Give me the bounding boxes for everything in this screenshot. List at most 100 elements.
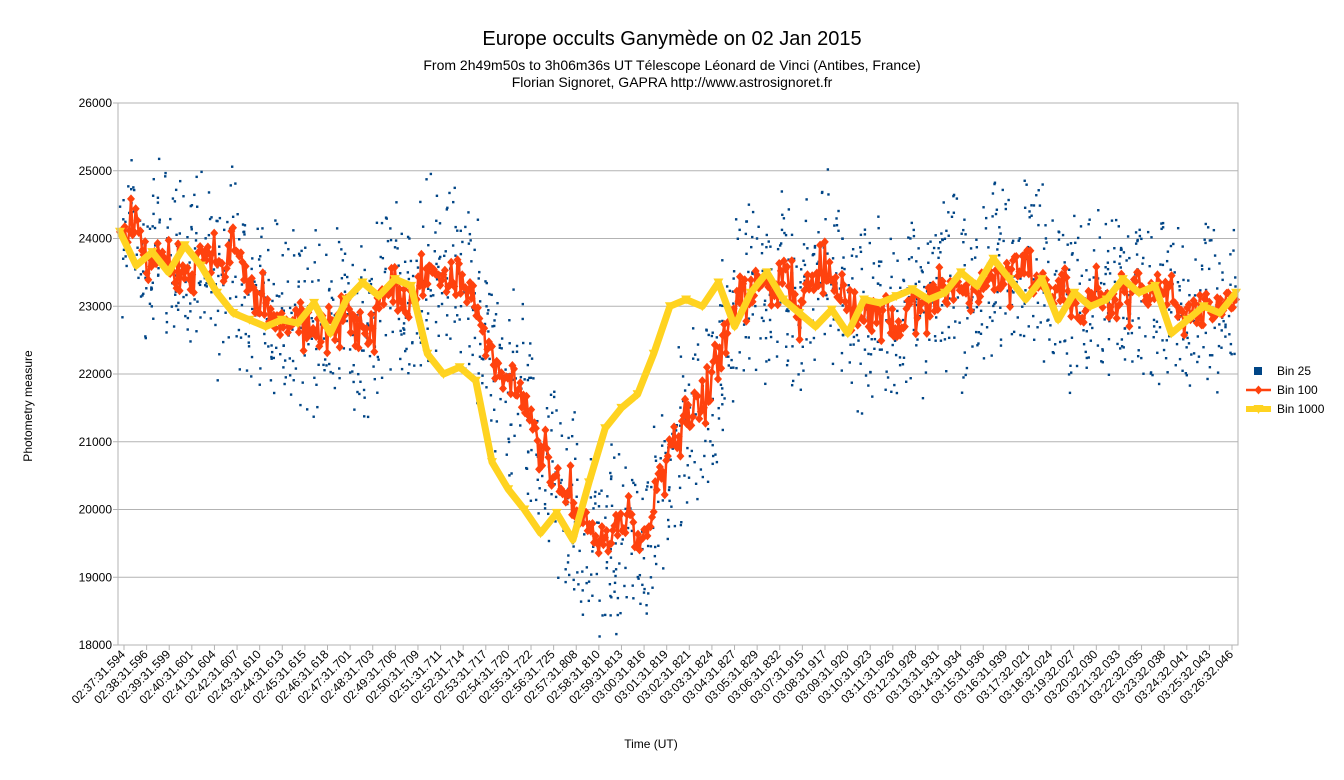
bin-25-point bbox=[151, 225, 154, 228]
bin-25-point bbox=[769, 335, 773, 339]
bin-25-point bbox=[145, 287, 148, 290]
bin-25-point bbox=[560, 434, 564, 437]
bin-25-point bbox=[421, 225, 425, 228]
bin-25-point bbox=[1216, 371, 1220, 374]
bin-100-marker bbox=[467, 293, 476, 303]
bin-25-point bbox=[764, 308, 768, 312]
bin-25-point bbox=[953, 336, 956, 339]
bin-25-point bbox=[1063, 339, 1067, 342]
bin-25-point bbox=[567, 436, 570, 440]
bin-25-point bbox=[901, 363, 905, 366]
bin-100-marker bbox=[925, 311, 934, 321]
bin-100-marker bbox=[1184, 300, 1193, 310]
bin-100-marker bbox=[1054, 276, 1063, 286]
bin-25-point bbox=[965, 366, 969, 370]
bin-25-point bbox=[952, 211, 956, 214]
bin-1000-marker bbox=[1020, 295, 1031, 305]
bin-25-point bbox=[508, 474, 511, 477]
bin-25-point bbox=[999, 306, 1002, 309]
bin-25-point bbox=[781, 213, 784, 217]
bin-25-point bbox=[1229, 351, 1232, 355]
bin-25-point bbox=[291, 328, 294, 331]
bin-25-point bbox=[1158, 326, 1162, 329]
bin-25-point bbox=[479, 342, 482, 346]
bin-25-point bbox=[714, 453, 717, 456]
bin-25-point bbox=[303, 354, 306, 357]
bin-25-point bbox=[1016, 316, 1019, 319]
bin-25-point bbox=[620, 542, 623, 545]
bin-25-point bbox=[389, 227, 392, 230]
bin-25-point bbox=[1233, 352, 1236, 356]
bin-100-marker bbox=[819, 288, 828, 298]
bin-25-point bbox=[218, 245, 221, 248]
bin-25-point bbox=[589, 496, 593, 499]
bin-25-point bbox=[960, 391, 964, 394]
bin-25-point bbox=[754, 368, 758, 372]
bin-25-point bbox=[440, 302, 444, 306]
bin-25-point bbox=[396, 247, 399, 250]
bin-25-point bbox=[597, 521, 600, 524]
bin-100-marker bbox=[141, 237, 150, 247]
bin-25-point bbox=[496, 301, 499, 305]
bin-25-point bbox=[530, 357, 534, 360]
bin-25-point bbox=[594, 502, 597, 505]
bin-25-point bbox=[691, 327, 695, 330]
bin-25-point bbox=[757, 225, 760, 229]
bin-100-marker bbox=[389, 297, 398, 307]
bin-25-point bbox=[480, 357, 483, 360]
bin-25-point bbox=[931, 251, 934, 255]
bin-25-point bbox=[1074, 241, 1077, 245]
bin-25-point bbox=[680, 521, 683, 524]
bin-100-marker bbox=[561, 497, 570, 507]
bin-1000-marker bbox=[1085, 302, 1096, 312]
bin-25-point bbox=[275, 222, 279, 226]
bin-25-point bbox=[1136, 238, 1139, 242]
bin-25-point bbox=[835, 217, 838, 220]
bin-100-marker bbox=[316, 337, 325, 347]
bin-25-point bbox=[993, 302, 996, 306]
bin-25-point bbox=[322, 363, 325, 367]
bin-25-point bbox=[1018, 237, 1021, 240]
bin-25-point bbox=[826, 252, 829, 255]
bin-25-point bbox=[596, 521, 599, 524]
bin-25-point bbox=[550, 429, 553, 432]
bin-25-point bbox=[851, 277, 854, 280]
bin-100-marker bbox=[717, 363, 726, 373]
bin-25-point bbox=[500, 337, 504, 340]
y-tick-label: 24000 bbox=[79, 232, 113, 246]
bin-25-point bbox=[780, 228, 784, 232]
bin-100-marker bbox=[362, 324, 371, 333]
bin-25-point bbox=[1155, 330, 1158, 334]
bin-25-point bbox=[379, 255, 382, 259]
bin-25-point bbox=[227, 336, 230, 339]
bin-25-point bbox=[799, 268, 803, 271]
bin-25-point bbox=[127, 185, 130, 188]
bin-25-point bbox=[963, 218, 966, 221]
bin-100-marker bbox=[456, 288, 465, 298]
bin-100-marker bbox=[784, 281, 793, 291]
bin-25-point bbox=[1037, 189, 1040, 192]
bin-25-point bbox=[293, 303, 297, 306]
bin-25-point bbox=[380, 221, 384, 225]
bin-25-point bbox=[598, 599, 601, 602]
bin-1000-marker bbox=[390, 275, 400, 285]
bin-25-point bbox=[662, 567, 665, 570]
bin-25-point bbox=[263, 332, 266, 336]
bin-25-point bbox=[529, 499, 533, 502]
bin-25-point bbox=[184, 280, 187, 284]
bin-25-point bbox=[767, 358, 771, 362]
bin-25-point bbox=[538, 487, 541, 490]
bin-25-point bbox=[991, 192, 995, 195]
bin-25-point bbox=[377, 358, 380, 361]
bin-25-point bbox=[1156, 351, 1159, 355]
bin-25-point bbox=[711, 454, 715, 458]
bin-25-point bbox=[782, 217, 786, 220]
bin-25-point bbox=[415, 259, 418, 263]
bin-25-point bbox=[408, 363, 411, 366]
bin-25-point bbox=[338, 376, 341, 380]
bin-25-point bbox=[725, 285, 729, 288]
bin-25-point bbox=[1221, 271, 1224, 274]
bin-25-point bbox=[1216, 287, 1219, 290]
bin-1000-marker bbox=[729, 322, 740, 332]
bin-25-point bbox=[199, 316, 202, 319]
